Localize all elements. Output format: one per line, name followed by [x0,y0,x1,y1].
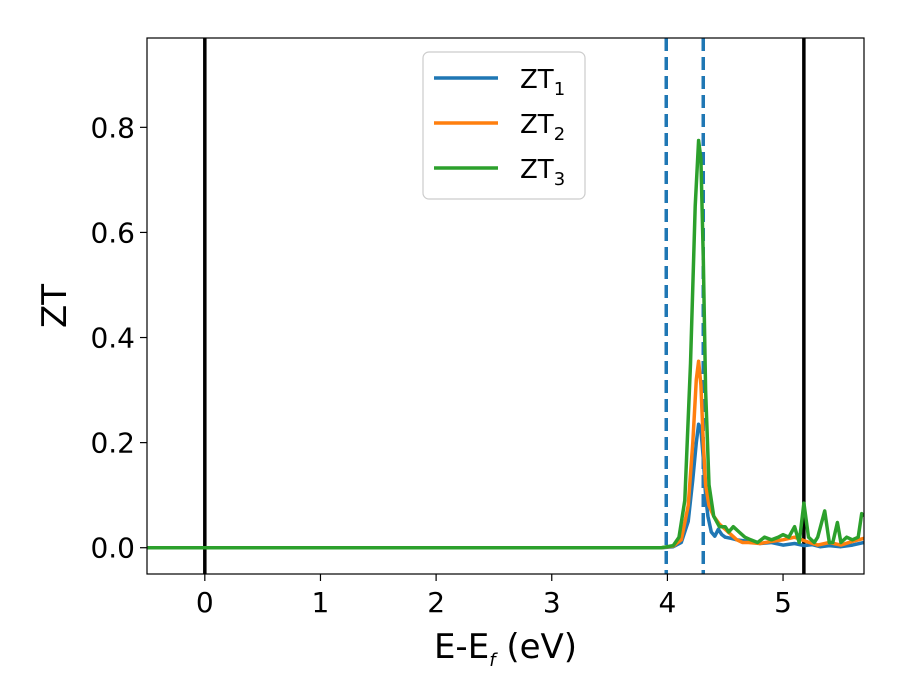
y-tick-label: 0.8 [90,111,135,144]
legend-label-1: ZT1 [520,65,565,100]
x-tick-label: 1 [312,586,330,619]
x-tick-label: 2 [427,586,445,619]
legend-label-2: ZT2 [520,110,565,145]
x-tick-label: 0 [196,586,214,619]
plot-area-frame [146,37,865,575]
legend-box [422,51,586,200]
x-axis-label-main: E-E [434,627,489,667]
x-tick-label: 5 [774,586,792,619]
y-axis-label: ZT [35,284,75,328]
series-layer [147,138,864,550]
y-tick-label: 0.0 [90,532,135,565]
legend-label-3: ZT3 [520,155,565,190]
x-tick-label: 3 [543,586,561,619]
y-axis: 0.0 0.2 0.4 0.6 0.8 [90,111,147,565]
series-line-2 [147,359,864,550]
series-line-3 [147,138,864,550]
legend: ZT1 ZT2 ZT3 [422,51,586,200]
series-line-1 [147,422,864,550]
y-tick-label: 0.2 [90,427,135,460]
x-tick-label: 4 [658,586,676,619]
x-axis-label: E-Ef (eV) [434,627,577,671]
x-axis-label-unit: (eV) [496,627,578,667]
y-tick-label: 0.4 [90,322,135,355]
x-axis-label-sub: f [489,650,498,671]
x-axis: 0 1 2 3 4 5 [196,574,792,619]
y-tick-label: 0.6 [90,216,135,249]
